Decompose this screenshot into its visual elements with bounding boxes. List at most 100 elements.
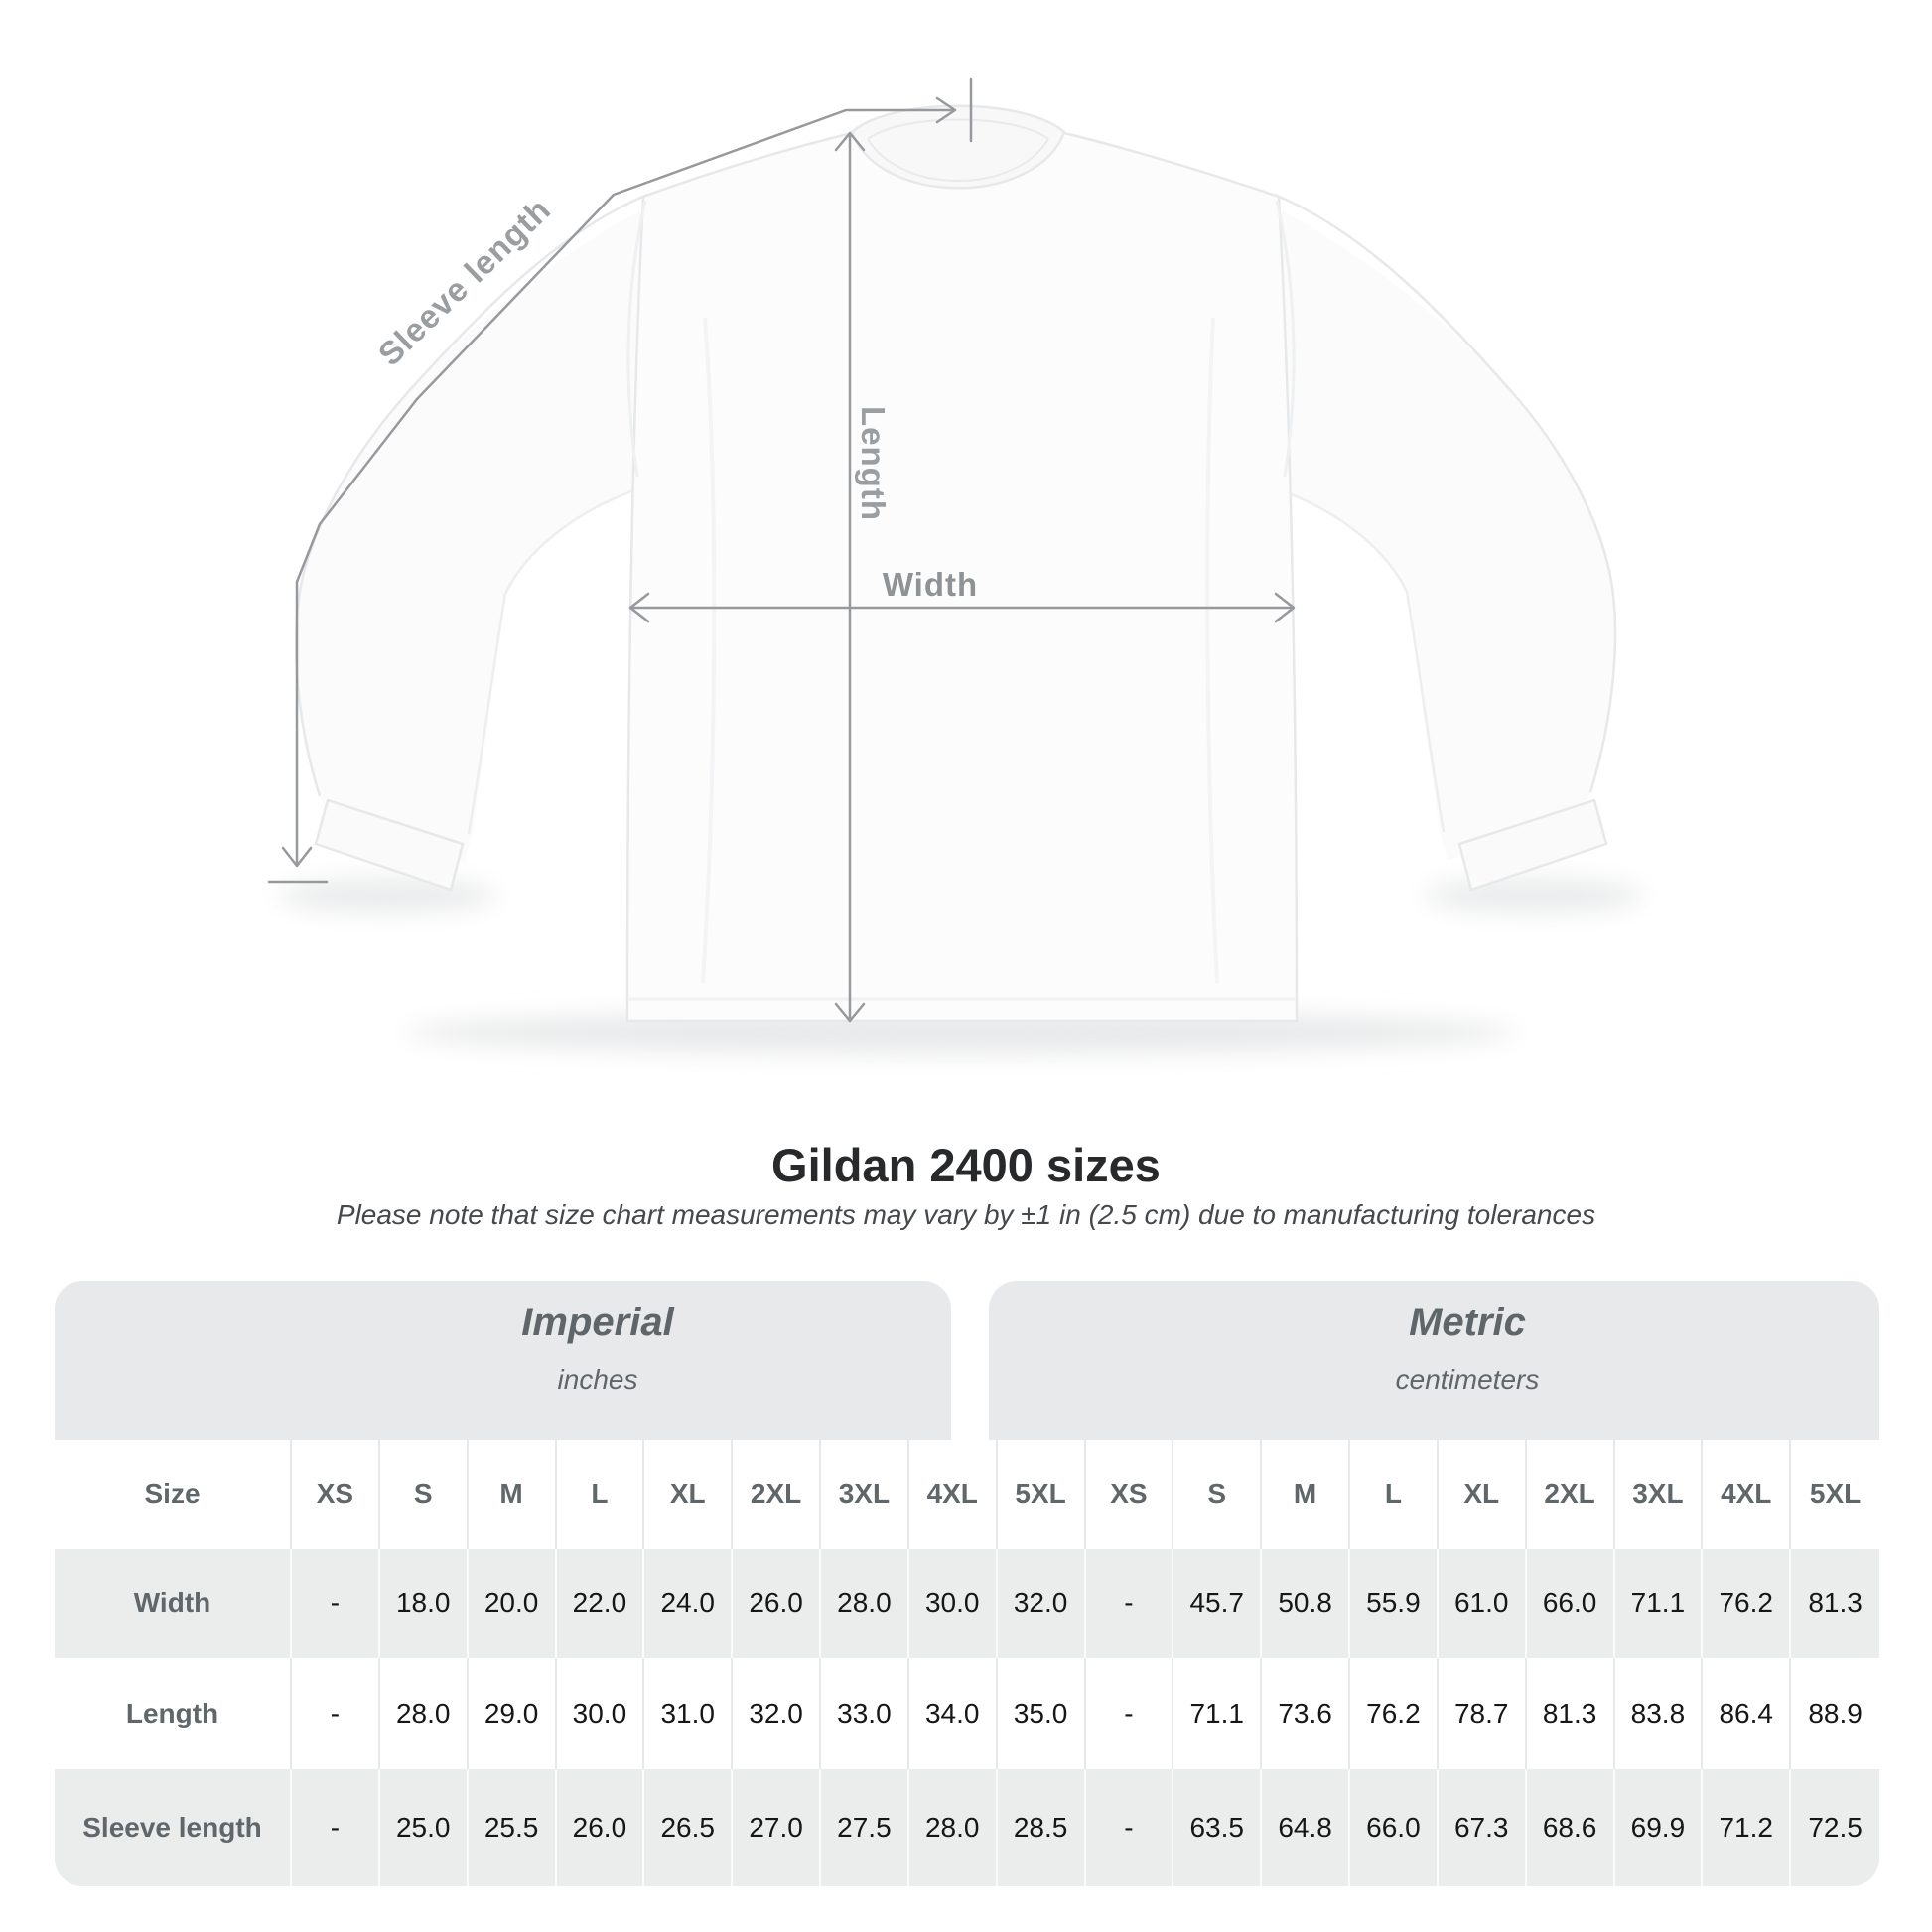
sleeve-length-line [295, 108, 955, 866]
shirt-left-cuff [314, 798, 465, 892]
shirt-illustration [278, 104, 1643, 1054]
right-sleeve-outer-seam [1274, 193, 1617, 793]
metric-header-card [989, 1281, 1879, 1440]
row-label: Width [55, 1549, 292, 1658]
length-label: Length [855, 406, 892, 521]
column-header-imperial-xl: XL [644, 1440, 734, 1549]
column-header-imperial-4xl: 4XL [909, 1440, 998, 1549]
table-cell: 76.2 [1703, 1549, 1792, 1658]
table-cell: 28.0 [821, 1549, 909, 1658]
sleeve-length-arrowhead-down-icon [281, 846, 313, 868]
table-cell: 81.3 [1527, 1658, 1615, 1769]
column-header-imperial-2xl: 2XL [733, 1440, 821, 1549]
table-cell: 88.9 [1808, 1698, 1863, 1728]
left-cuff-shadow [278, 878, 496, 913]
table-cell: 66.0 [1350, 1769, 1439, 1886]
table-cell: 61.0 [1439, 1549, 1527, 1658]
table-cell: - [1086, 1769, 1174, 1886]
column-header-imperial-m: M [469, 1440, 557, 1549]
length-dimension [834, 131, 866, 1023]
table-cell: - [292, 1549, 380, 1658]
imperial-group-label: Imperial [521, 1301, 674, 1344]
table-cell: 71.1 [1615, 1549, 1704, 1658]
body-fold [701, 317, 717, 984]
table-cell: 78.7 [1439, 1658, 1527, 1769]
table-cell: 18.0 [380, 1549, 469, 1658]
width-dimension [628, 592, 1296, 623]
table-cell: 26.0 [733, 1549, 821, 1658]
sleeve-length-dimension [267, 77, 973, 884]
table-cell: 81.3 [1808, 1587, 1863, 1618]
column-header-metric-s: S [1173, 1440, 1263, 1549]
metric-group-label: Metric [1409, 1301, 1526, 1344]
table-cell: - [1086, 1549, 1174, 1658]
left-sleeve-inner-seam [467, 484, 646, 835]
table-cell: 63.5 [1173, 1769, 1263, 1886]
row-label: Sleeve length [55, 1769, 292, 1886]
size-column-header: Size [55, 1440, 292, 1549]
metric-unit-label: centimeters [1395, 1364, 1540, 1395]
column-header-metric-xs: XS [1086, 1440, 1174, 1549]
column-header-metric-2xl: 2XL [1527, 1440, 1615, 1549]
table-cell: 66.0 [1527, 1549, 1615, 1658]
width-arrowhead-right-icon [1274, 592, 1296, 623]
column-header-imperial-5xl: 5XL [998, 1440, 1086, 1549]
column-header-metric-l: L [1350, 1440, 1439, 1549]
collar-top-seam [867, 118, 1049, 140]
table-cell: 72.5 [1808, 1812, 1863, 1843]
collar-inner-seam [867, 138, 1049, 182]
table-cell: 68.6 [1527, 1769, 1615, 1886]
sleeve-length-arrowhead-right-icon [935, 96, 957, 124]
size-table: Imperial inches Metric centimeters Size X… [55, 1281, 1879, 1886]
table-cell: 71.1 [1173, 1658, 1263, 1769]
row-label: Length [55, 1658, 292, 1769]
table-cell: 55.9 [1350, 1549, 1439, 1658]
length-arrowhead-up-icon [834, 131, 866, 152]
table-cell: 69.9 [1615, 1769, 1704, 1886]
shirt-right-cuff [1457, 798, 1608, 892]
table-cell: 30.0 [557, 1658, 645, 1769]
table-cell: 28.5 [998, 1769, 1086, 1886]
dimension-lines [267, 77, 1296, 1023]
right-armhole-seam [1275, 200, 1296, 478]
right-sleeve-inner-seam [1268, 484, 1446, 833]
column-header-metric-3xl: 3XL [1615, 1440, 1704, 1549]
table-cell: 73.6 [1262, 1658, 1350, 1769]
column-header-imperial-3xl: 3XL [821, 1440, 909, 1549]
table-cell: 29.0 [469, 1658, 557, 1769]
table-cell: 32.0 [733, 1658, 821, 1769]
table-cell: 26.5 [644, 1769, 734, 1886]
table-cell: 25.5 [469, 1769, 557, 1886]
width-label: Width [882, 566, 979, 603]
table-row-sleeve-length: Sleeve length -25.0 25.5 26.0 26.5 27.0 27.5 28… [55, 1769, 1879, 1886]
column-header-metric-4xl: 4XL [1703, 1440, 1792, 1549]
column-header-metric-m: M [1262, 1440, 1350, 1549]
left-armhole-seam [626, 200, 647, 478]
table-cell: 45.7 [1173, 1549, 1263, 1658]
width-arrowhead-left-icon [628, 592, 650, 623]
table-cell: 71.2 [1703, 1769, 1792, 1886]
table-cell: 20.0 [469, 1549, 557, 1658]
table-cell: 86.4 [1703, 1658, 1792, 1769]
table-cell: 24.0 [644, 1549, 734, 1658]
table-cell: 22.0 [557, 1549, 645, 1658]
table-cell: 30.0 [909, 1549, 998, 1658]
table-cell: 76.2 [1350, 1658, 1439, 1769]
table-cell: 32.0 [998, 1549, 1086, 1658]
table-cell: - [1086, 1658, 1174, 1769]
shirt-left-sleeve [296, 184, 695, 862]
column-header-imperial-l: L [557, 1440, 645, 1549]
table-cell: 50.8 [1262, 1549, 1350, 1658]
column-header-metric-xl: XL [1439, 1440, 1527, 1549]
table-row-length: Length -28.0 29.0 30.0 31.0 32.0 33.0 34.0 35.0-… [55, 1658, 1879, 1769]
column-header-imperial-xs: XS [292, 1440, 380, 1549]
table-cell: 31.0 [644, 1658, 734, 1769]
imperial-unit-label: inches [557, 1364, 638, 1395]
table-cell: 25.0 [380, 1769, 469, 1886]
tolerance-note: Please note that size chart measurements… [336, 1199, 1596, 1230]
shirt-diagram [267, 77, 1643, 1054]
right-cuff-shadow [1425, 878, 1643, 913]
page-title: Gildan 2400 sizes [771, 1139, 1161, 1191]
table-cell: 67.3 [1439, 1769, 1527, 1886]
